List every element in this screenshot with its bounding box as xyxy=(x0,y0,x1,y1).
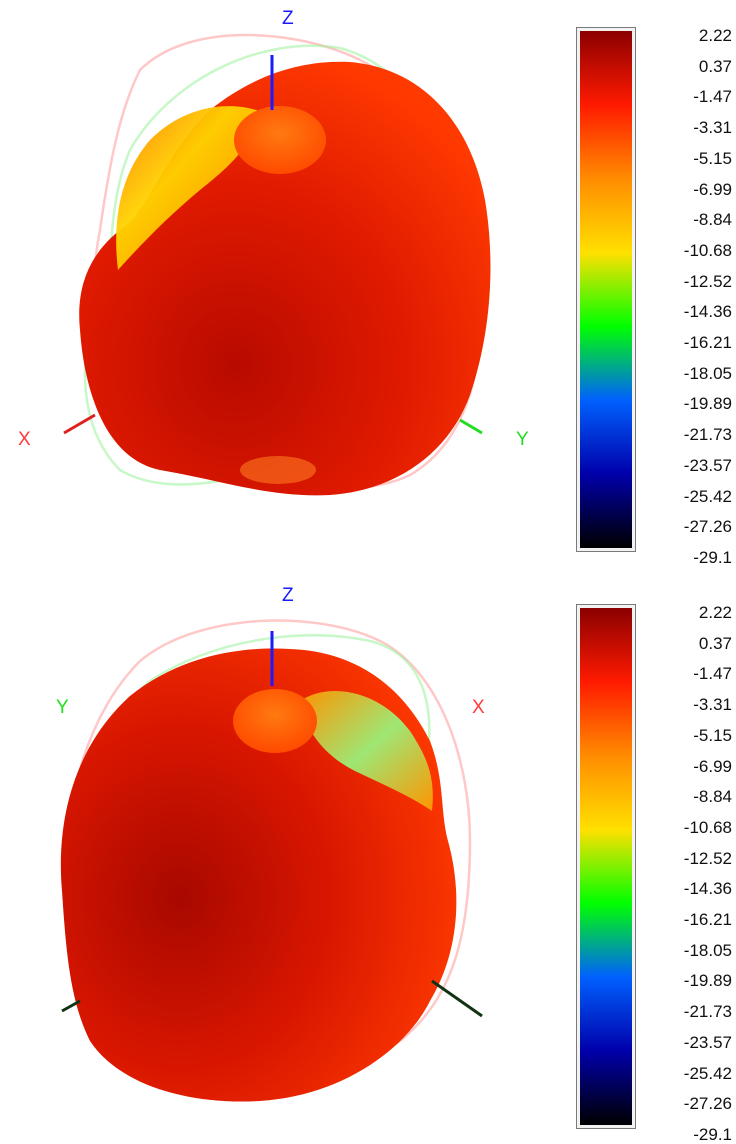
colorbar xyxy=(576,27,636,552)
colorbar-tick-label: -21.73 xyxy=(683,425,732,445)
colorbar-tick-label: -23.57 xyxy=(683,1032,732,1052)
colorbar-tick-label: 0.37 xyxy=(698,56,732,76)
pattern-lobe-highlight xyxy=(116,106,262,270)
colorbar-tick-label: -23.57 xyxy=(683,455,732,475)
colorbar-tick-label: -29.1 xyxy=(693,548,732,567)
colorbar-tick-label: -18.05 xyxy=(683,940,732,960)
colorbar-tick-label: -27.26 xyxy=(683,1094,732,1114)
colorbar-tick-label: -14.36 xyxy=(683,302,732,322)
colorbar-tick-label: 2.22 xyxy=(698,26,732,45)
y-axis-line xyxy=(459,418,483,435)
colorbar-tick-label: -3.31 xyxy=(693,118,732,138)
colorbar-tick-label: -10.68 xyxy=(683,817,732,837)
colorbar-tick-label: -12.52 xyxy=(683,848,732,868)
pattern-top-dome xyxy=(234,106,326,174)
colorbar-tick-label: -21.73 xyxy=(683,1002,732,1022)
colorbar-tick-label: -1.47 xyxy=(693,87,732,107)
pattern-top-dome xyxy=(233,689,317,753)
colorbar-tick-label: -16.21 xyxy=(683,910,732,930)
y-axis-label: Y xyxy=(516,429,529,450)
colorbar-tick-label: -6.99 xyxy=(693,756,732,776)
colorbar xyxy=(576,604,636,1129)
colorbar-tick-label: -14.36 xyxy=(683,879,732,899)
colorbar-tick-label: -29.1 xyxy=(693,1125,732,1144)
colorbar-tick-label: 0.37 xyxy=(698,633,732,653)
colorbar-tick-label: -12.52 xyxy=(683,271,732,291)
colorbar-tick-label: -18.05 xyxy=(683,363,732,383)
colorbar-tick-label: -10.68 xyxy=(683,240,732,260)
x-axis-label: X xyxy=(472,697,485,718)
colorbar-tick-label: -1.47 xyxy=(693,664,732,684)
colorbar-tick-label: -19.89 xyxy=(683,394,732,414)
colorbar-tick-label: -25.42 xyxy=(683,1063,732,1083)
x-axis-label: X xyxy=(18,429,31,450)
colorbar-tick-label: 2.22 xyxy=(698,603,732,622)
colorbar-tick-label: -3.31 xyxy=(693,695,732,715)
pattern-3d-plot xyxy=(60,619,483,1102)
colorbar-tick-label: -25.42 xyxy=(683,486,732,506)
pattern-3d-plot xyxy=(63,33,491,496)
radiation-pattern-view-1: Z X Y 2.22 0.37 -1.47 -3.31 -5.15 -6.99 -8.84 -… xyxy=(0,0,736,571)
y-axis-label: Y xyxy=(56,697,69,718)
radiation-pattern-view-2: Z Y X 2.22 0.37 -1.47 -3.31 -5.15 -6.99 -8.84 -… xyxy=(0,571,736,1144)
z-axis-label: Z xyxy=(282,8,294,29)
colorbar-tick-label: -5.15 xyxy=(693,725,732,745)
x-axis-line xyxy=(431,979,483,1018)
colorbar-tick-label: -6.99 xyxy=(693,179,732,199)
colorbar-tick-label: -16.21 xyxy=(683,333,732,353)
colorbar-tick-label: -8.84 xyxy=(693,210,732,230)
colorbar-ticks: 2.22 0.37 -1.47 -3.31 -5.15 -6.99 -8.84 -10.68 -… xyxy=(650,604,736,1144)
colorbar-ticks: 2.22 0.37 -1.47 -3.31 -5.15 -6.99 -8.84 -10.68 -… xyxy=(650,27,736,567)
pattern-lobe-highlight xyxy=(300,691,433,811)
colorbar-tick-label: -8.84 xyxy=(693,787,732,807)
colorbar-gradient xyxy=(580,608,632,1125)
x-axis-line xyxy=(63,413,96,435)
colorbar-tick-label: -19.89 xyxy=(683,971,732,991)
colorbar-gradient xyxy=(580,31,632,548)
colorbar-tick-label: -5.15 xyxy=(693,148,732,168)
z-axis-label: Z xyxy=(282,585,294,606)
colorbar-tick-label: -27.26 xyxy=(683,517,732,537)
y-axis-line xyxy=(61,999,81,1013)
